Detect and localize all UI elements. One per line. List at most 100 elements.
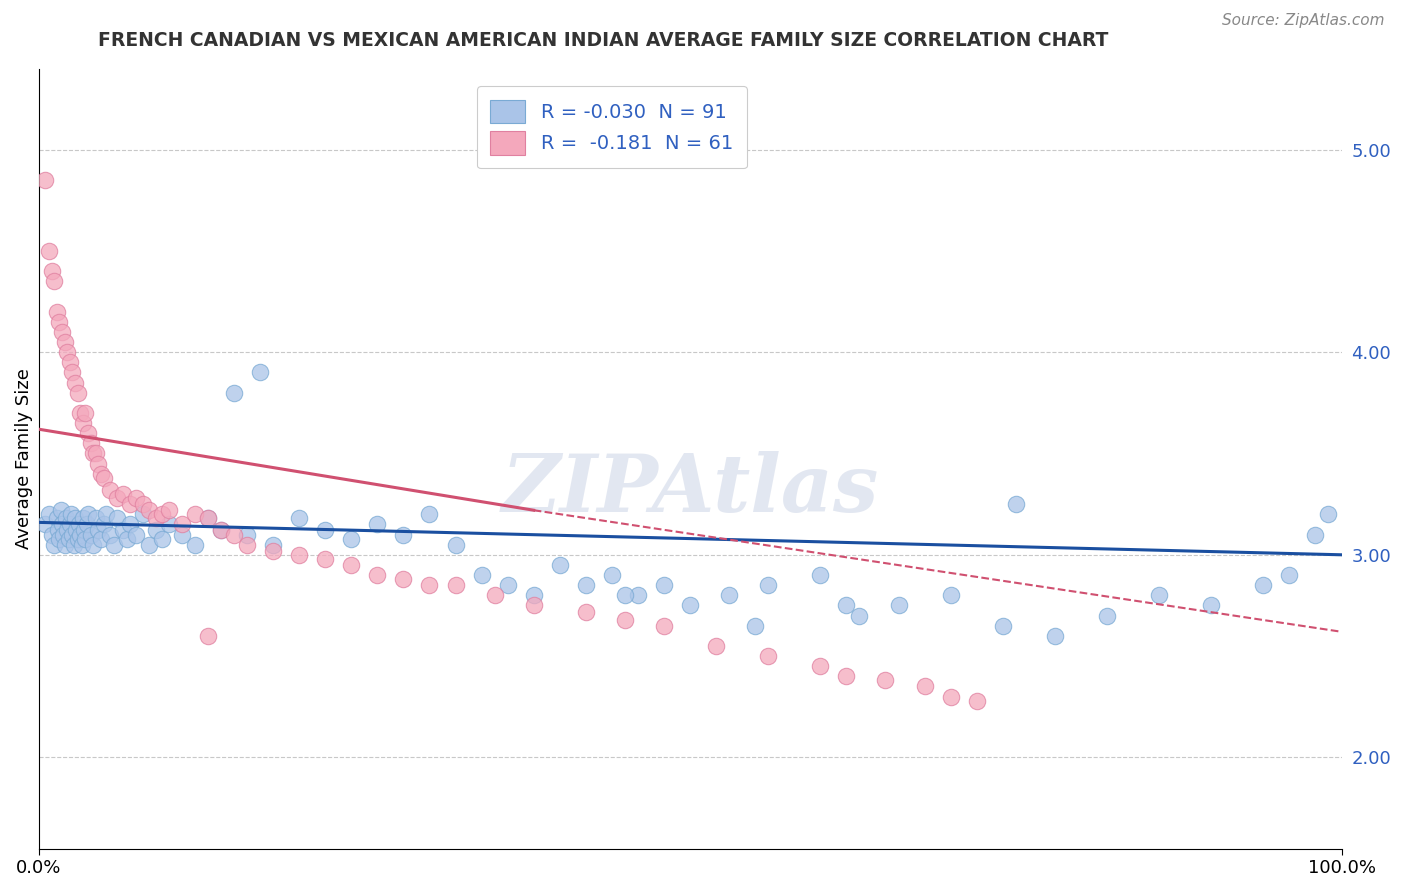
Point	[756, 649, 779, 664]
Point	[848, 608, 870, 623]
Point	[991, 618, 1014, 632]
Point	[262, 538, 284, 552]
Point	[575, 578, 598, 592]
Point	[44, 274, 66, 288]
Point	[53, 538, 76, 552]
Point	[679, 599, 702, 613]
Point	[93, 517, 115, 532]
Point	[197, 511, 219, 525]
Point	[418, 578, 440, 592]
Point	[34, 173, 56, 187]
Point	[1004, 497, 1026, 511]
Y-axis label: Average Family Size: Average Family Size	[15, 368, 32, 549]
Point	[63, 511, 86, 525]
Point	[314, 524, 336, 538]
Point	[84, 446, 107, 460]
Point	[125, 491, 148, 505]
Point	[1305, 527, 1327, 541]
Point	[87, 457, 110, 471]
Point	[65, 524, 87, 538]
Point	[170, 517, 193, 532]
Point	[73, 524, 96, 538]
Point	[59, 355, 82, 369]
Point	[51, 517, 73, 532]
Point	[75, 532, 97, 546]
Point	[62, 538, 84, 552]
Point	[105, 511, 128, 525]
Point	[70, 538, 93, 552]
Point	[197, 511, 219, 525]
Point	[835, 669, 858, 683]
Point	[392, 527, 415, 541]
Point	[72, 511, 94, 525]
Point	[652, 618, 675, 632]
Point	[262, 543, 284, 558]
Point	[98, 527, 121, 541]
Point	[575, 605, 598, 619]
Point	[718, 588, 741, 602]
Point	[496, 578, 519, 592]
Legend: R = -0.030  N = 91, R =  -0.181  N = 61: R = -0.030 N = 91, R = -0.181 N = 61	[477, 86, 747, 169]
Point	[69, 527, 91, 541]
Point	[46, 524, 69, 538]
Point	[613, 588, 636, 602]
Point	[1317, 508, 1340, 522]
Point	[1199, 599, 1222, 613]
Point	[157, 503, 180, 517]
Point	[939, 690, 962, 704]
Point	[157, 517, 180, 532]
Point	[62, 366, 84, 380]
Point	[887, 599, 910, 613]
Point	[38, 244, 60, 258]
Point	[103, 538, 125, 552]
Point	[392, 572, 415, 586]
Point	[138, 503, 160, 517]
Point	[118, 517, 141, 532]
Point	[87, 524, 110, 538]
Point	[366, 568, 388, 582]
Point	[76, 517, 98, 532]
Point	[49, 503, 72, 517]
Point	[48, 532, 70, 546]
Point	[222, 527, 245, 541]
Point	[45, 511, 67, 525]
Point	[236, 538, 259, 552]
Point	[96, 508, 118, 522]
Point	[45, 304, 67, 318]
Point	[66, 532, 89, 546]
Text: Source: ZipAtlas.com: Source: ZipAtlas.com	[1222, 13, 1385, 29]
Point	[184, 538, 207, 552]
Point	[484, 588, 506, 602]
Point	[1253, 578, 1275, 592]
Text: FRENCH CANADIAN VS MEXICAN AMERICAN INDIAN AVERAGE FAMILY SIZE CORRELATION CHART: FRENCH CANADIAN VS MEXICAN AMERICAN INDI…	[98, 31, 1109, 50]
Point	[112, 524, 135, 538]
Point	[55, 511, 77, 525]
Point	[236, 527, 259, 541]
Point	[41, 264, 63, 278]
Point	[471, 568, 494, 582]
Point	[523, 588, 546, 602]
Point	[48, 315, 70, 329]
Point	[209, 524, 232, 538]
Point	[69, 406, 91, 420]
Point	[1147, 588, 1170, 602]
Point	[366, 517, 388, 532]
Point	[56, 345, 79, 359]
Text: ZIPAtlas: ZIPAtlas	[502, 451, 879, 528]
Point	[90, 467, 112, 481]
Point	[79, 527, 101, 541]
Point	[1095, 608, 1118, 623]
Point	[170, 527, 193, 541]
Point	[652, 578, 675, 592]
Point	[150, 532, 173, 546]
Point	[613, 613, 636, 627]
Point	[444, 578, 467, 592]
Point	[340, 532, 363, 546]
Point	[249, 366, 271, 380]
Point	[56, 524, 79, 538]
Point	[523, 599, 546, 613]
Point	[38, 508, 60, 522]
Point	[34, 517, 56, 532]
Point	[132, 497, 155, 511]
Point	[82, 446, 104, 460]
